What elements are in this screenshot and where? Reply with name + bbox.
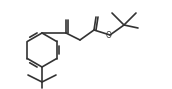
Text: O: O [106,32,112,40]
